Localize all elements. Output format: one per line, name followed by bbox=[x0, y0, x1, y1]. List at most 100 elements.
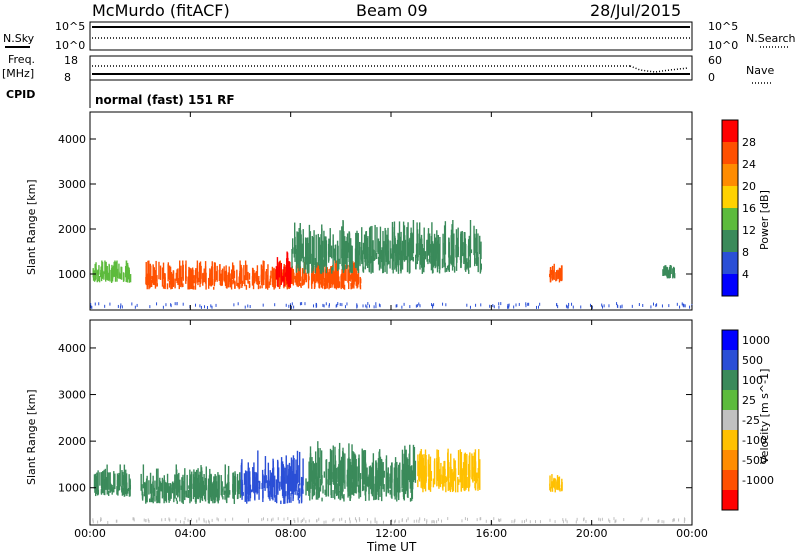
echo-cell bbox=[539, 302, 541, 306]
echo-cell bbox=[333, 464, 335, 479]
echo-cell bbox=[288, 304, 290, 308]
echo-cell bbox=[223, 266, 225, 281]
echo-cell bbox=[445, 475, 447, 493]
echo-cell bbox=[353, 262, 356, 280]
velocity-colorbar-label: Velocity [m s^-1] bbox=[758, 369, 771, 464]
echo-cell bbox=[399, 463, 401, 493]
beam-title: Beam 09 bbox=[356, 1, 428, 20]
echo-cell bbox=[537, 305, 539, 309]
echo-cell bbox=[161, 477, 164, 499]
echo-cell bbox=[333, 517, 335, 521]
echo-cell bbox=[401, 488, 403, 492]
echo-cell bbox=[330, 460, 332, 496]
echo-cell bbox=[204, 261, 207, 281]
echo-cell bbox=[379, 304, 381, 308]
echo-cell bbox=[250, 489, 253, 493]
echo-cell bbox=[205, 520, 207, 524]
echo-cell bbox=[153, 267, 155, 286]
colorbar-segment bbox=[722, 186, 738, 208]
echo-cell bbox=[339, 518, 341, 522]
echo-cell bbox=[663, 520, 665, 524]
echo-cell bbox=[415, 254, 417, 270]
echo-cell bbox=[291, 275, 293, 284]
echo-cell bbox=[149, 305, 151, 309]
echo-cell bbox=[210, 266, 213, 287]
echo-cell bbox=[111, 264, 113, 278]
echo-cell bbox=[335, 467, 338, 497]
echo-cell bbox=[453, 266, 456, 273]
xtick-label: 00:00 bbox=[676, 527, 708, 540]
echo-cell bbox=[203, 268, 205, 283]
echo-cell bbox=[500, 518, 502, 522]
echo-cell bbox=[433, 259, 435, 266]
echo-cell bbox=[679, 305, 681, 309]
echo-cell bbox=[118, 480, 120, 491]
echo-cell bbox=[279, 481, 281, 491]
echo-cell bbox=[598, 517, 600, 521]
echo-cell bbox=[466, 517, 468, 521]
echo-cell bbox=[263, 517, 265, 521]
echo-cell bbox=[433, 303, 435, 307]
echo-cell bbox=[551, 481, 553, 489]
echo-cell bbox=[317, 233, 319, 266]
nsearch-label: N.Search bbox=[746, 32, 796, 45]
echo-cell bbox=[337, 467, 339, 479]
echo-cell bbox=[237, 302, 239, 306]
echo-cell bbox=[340, 274, 342, 290]
echo-cell bbox=[432, 305, 434, 309]
echo-cell bbox=[339, 230, 341, 264]
echo-cell bbox=[298, 488, 301, 499]
echo-cell bbox=[152, 485, 154, 504]
echo-cell bbox=[357, 250, 360, 274]
echo-cell bbox=[115, 261, 117, 277]
echo-cell bbox=[328, 304, 330, 308]
echo-cell bbox=[293, 458, 295, 492]
echo-cell bbox=[357, 233, 359, 257]
echo-cell bbox=[549, 518, 551, 522]
echo-cell bbox=[306, 252, 309, 274]
echo-cell bbox=[661, 520, 663, 524]
echo-cell bbox=[392, 252, 394, 274]
echo-cell bbox=[551, 265, 554, 281]
echo-cell bbox=[262, 489, 264, 503]
echo-cell bbox=[263, 260, 265, 280]
colorbar-segment bbox=[722, 230, 738, 252]
echo-cell bbox=[144, 484, 146, 495]
echo-cell bbox=[556, 479, 558, 488]
echo-cell bbox=[303, 256, 305, 274]
echo-cell bbox=[327, 468, 330, 497]
echo-cell bbox=[601, 303, 603, 307]
echo-cell bbox=[237, 481, 240, 489]
echo-cell bbox=[469, 305, 471, 309]
echo-cell bbox=[122, 272, 125, 282]
colorbar-tick-label: -1000 bbox=[742, 474, 774, 487]
echo-cell bbox=[168, 280, 171, 288]
echo-cell bbox=[301, 519, 303, 523]
echo-cell bbox=[268, 491, 270, 499]
echo-cell bbox=[300, 253, 302, 259]
echo-cell bbox=[155, 468, 158, 490]
echo-cell bbox=[290, 267, 292, 282]
echo-cell bbox=[418, 467, 420, 477]
echo-cell bbox=[409, 444, 411, 483]
echo-cell bbox=[313, 463, 316, 496]
echo-cell bbox=[248, 280, 251, 289]
echo-cell bbox=[362, 242, 365, 255]
colorbar-tick-label: 25 bbox=[742, 394, 756, 407]
echo-cell bbox=[294, 520, 296, 524]
echo-cell bbox=[452, 253, 455, 259]
echo-cell bbox=[247, 271, 249, 284]
colorbar-segment bbox=[722, 330, 738, 350]
echo-cell bbox=[267, 476, 270, 498]
colorbar-tick-label: 1000 bbox=[742, 334, 770, 347]
echo-cell bbox=[312, 461, 315, 485]
echo-cell bbox=[554, 520, 556, 524]
echo-cell bbox=[297, 492, 300, 501]
freq-tick-bottom: 8 bbox=[64, 71, 71, 84]
echo-cell bbox=[174, 278, 176, 289]
echo-cell bbox=[417, 454, 419, 477]
echo-cell bbox=[683, 520, 685, 524]
echo-cell bbox=[149, 472, 152, 494]
echo-cell bbox=[121, 305, 123, 309]
echo-cell bbox=[655, 304, 657, 308]
